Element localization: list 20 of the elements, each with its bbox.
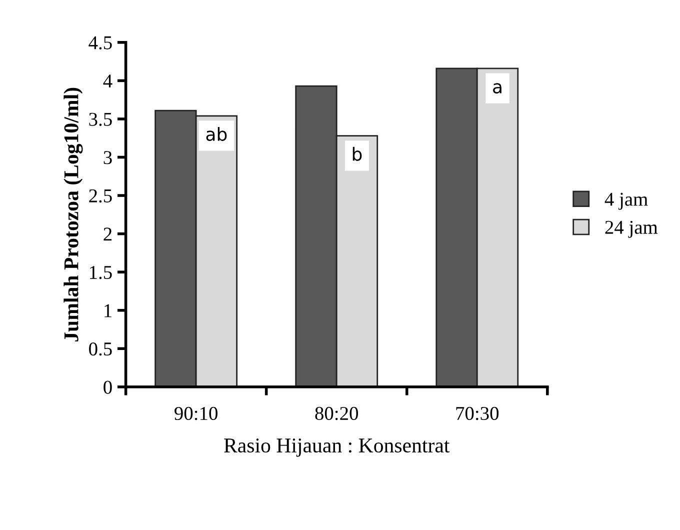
y-tick-label: 0.5	[89, 342, 112, 356]
x-tick-label: 70:30	[456, 406, 499, 420]
x-tick-label: 90:10	[174, 406, 218, 420]
y-tick-label: 4.5	[88, 36, 112, 50]
x-axis-title: Rasio Hijauan : Konsentrat	[224, 438, 450, 457]
legend-label: 24 jam	[605, 220, 658, 238]
y-tick-label: 1	[104, 304, 112, 318]
y-tick-label: 2.5	[89, 189, 112, 203]
annotation: ab	[206, 127, 227, 141]
legend-label: 4 jam	[604, 192, 648, 210]
y-tick-label: 3	[104, 151, 112, 164]
y-tick-label: 2	[104, 228, 112, 241]
annotation: b	[352, 146, 362, 161]
y-tick-label: 3.5	[89, 112, 112, 126]
y-tick-label: 1.5	[90, 266, 112, 280]
x-tick-label: 80:20	[315, 406, 358, 420]
y-axis-title: Jumlah Protozoa (Log10/ml)	[64, 88, 83, 342]
annotation: a	[493, 83, 502, 94]
y-tick-label: 0	[104, 380, 112, 394]
y-tick-label: 4	[103, 74, 112, 88]
